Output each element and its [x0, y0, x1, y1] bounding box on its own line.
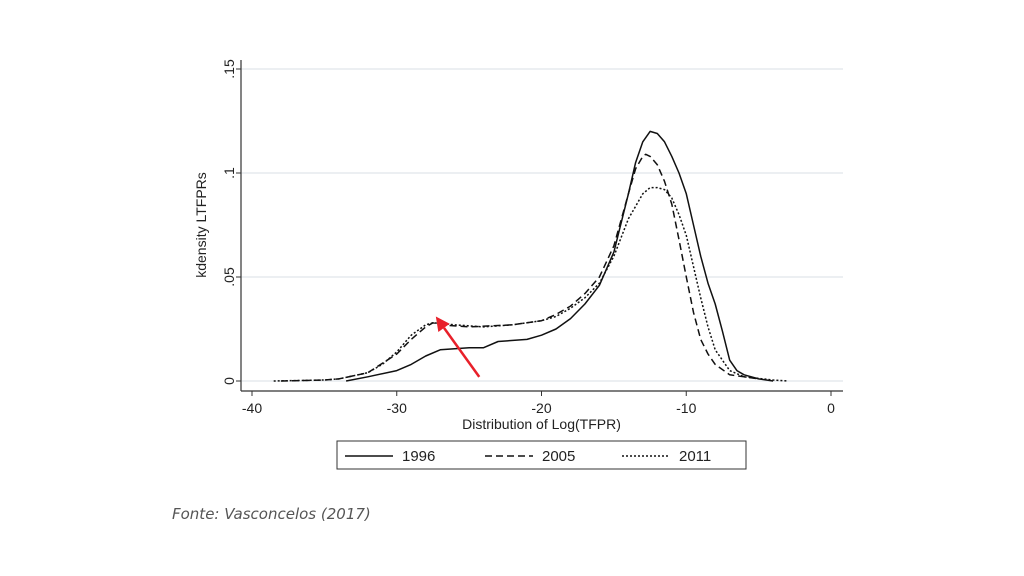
x-tick-label: -40 — [242, 400, 262, 416]
x-tick-label: 0 — [827, 400, 835, 416]
x-tick-label: -30 — [387, 400, 407, 416]
x-axis-label: Distribution of Log(TFPR) — [462, 416, 621, 432]
y-tick-label: .1 — [221, 167, 237, 179]
x-tick-label: -20 — [531, 400, 551, 416]
annotation-arrow-head — [435, 316, 450, 332]
source-caption: Fonte: Vasconcelos (2017) — [172, 505, 371, 523]
y-tick-label: .05 — [221, 267, 237, 287]
y-tick-label: .15 — [221, 59, 237, 79]
legend-label-2005: 2005 — [542, 448, 575, 465]
annotation-arrow-shaft — [442, 327, 481, 378]
y-axis-label: kdensity LTFPRs — [193, 172, 209, 278]
series-line-2011 — [273, 186, 788, 382]
legend-label-1996: 1996 — [402, 448, 435, 465]
legend-label-2011: 2011 — [679, 448, 711, 465]
x-tick-label: -10 — [676, 400, 696, 416]
y-tick-label: 0 — [221, 377, 237, 385]
series-line-2005 — [280, 153, 759, 382]
series-line-1996 — [345, 130, 774, 382]
legend-box — [336, 440, 747, 470]
